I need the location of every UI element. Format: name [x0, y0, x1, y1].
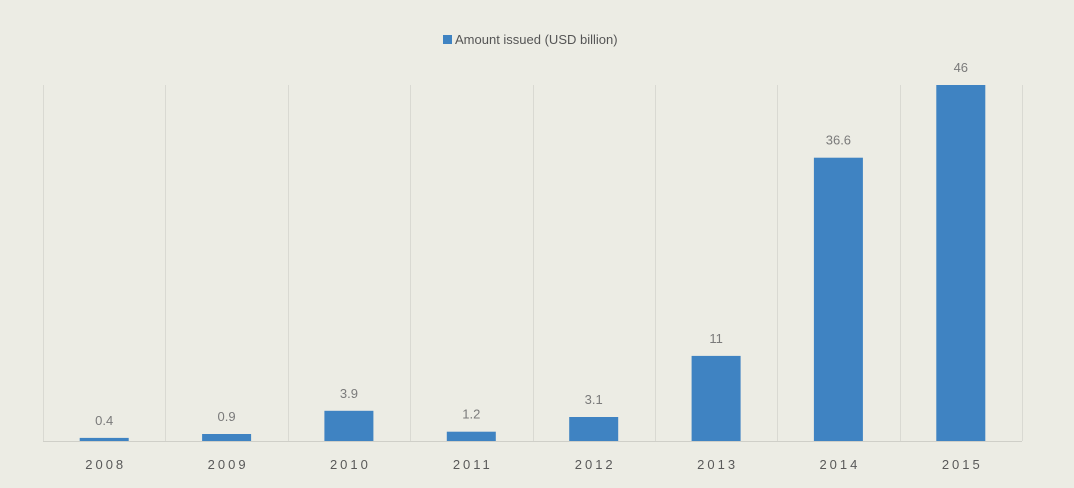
bar-2009 — [202, 434, 252, 441]
data-labels: 0.4 0.9 3.9 1.2 3.1 11 36.6 46 — [95, 60, 968, 428]
data-label-2013: 11 — [709, 331, 723, 346]
bar-2015 — [936, 85, 986, 441]
legend-swatch — [443, 35, 452, 44]
x-axis-ticks: 2008 2009 2010 2011 2012 2013 2014 2015 — [85, 457, 983, 472]
x-tick-label-2014: 2014 — [819, 457, 860, 472]
x-tick-label-2015: 2015 — [942, 457, 983, 472]
data-label-2010: 3.9 — [340, 386, 358, 401]
x-tick-label-2013: 2013 — [697, 457, 738, 472]
x-tick-label-2009: 2009 — [208, 457, 249, 472]
bar-2012 — [569, 417, 619, 441]
data-label-2012: 3.1 — [585, 392, 603, 407]
data-label-2015: 46 — [954, 60, 968, 75]
bar-2013 — [691, 355, 741, 441]
data-label-2008: 0.4 — [95, 413, 113, 428]
bar-2008 — [79, 437, 129, 441]
legend: Amount issued (USD billion) — [443, 32, 618, 47]
bar-2010 — [324, 410, 374, 441]
x-tick-label-2011: 2011 — [453, 457, 493, 472]
bars — [79, 85, 986, 441]
data-label-2014: 36.6 — [826, 133, 851, 148]
bar-2014 — [813, 157, 863, 441]
gridlines — [43, 85, 1023, 442]
bar-2011 — [446, 431, 496, 441]
data-label-2009: 0.9 — [218, 409, 236, 424]
x-tick-label-2008: 2008 — [85, 457, 126, 472]
data-label-2011: 1.2 — [462, 407, 480, 422]
x-tick-label-2010: 2010 — [330, 457, 371, 472]
x-tick-label-2012: 2012 — [575, 457, 616, 472]
legend-label: Amount issued (USD billion) — [455, 32, 618, 47]
